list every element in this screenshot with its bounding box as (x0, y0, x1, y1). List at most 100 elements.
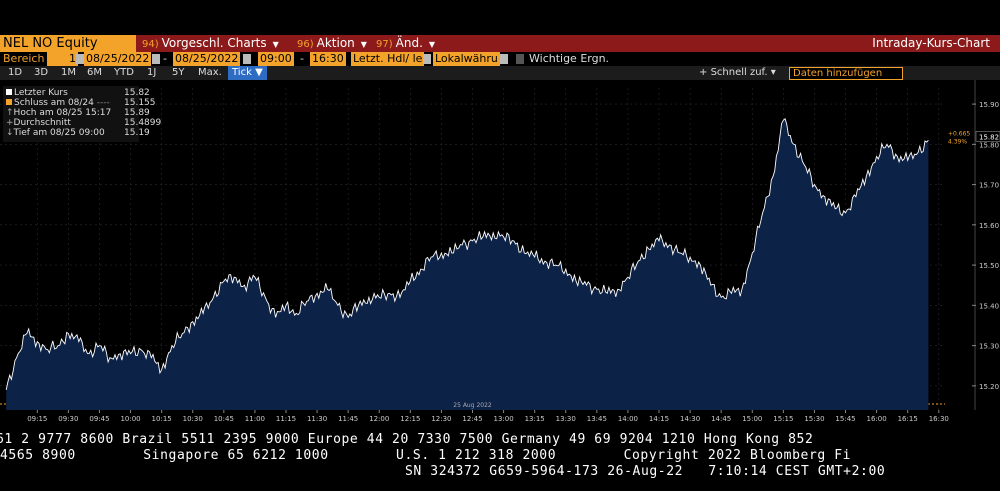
square-icon (6, 99, 12, 105)
y-tick-label: 15.50 (979, 262, 999, 270)
x-tick-label: 15:30 (804, 415, 824, 423)
legend-high: ↑Hoch am 08/25 15:17 15.89 (6, 108, 150, 118)
legend-close-value: 15.155 (124, 98, 156, 108)
quick-zoom-label: Schnell zuf. (710, 67, 768, 78)
price-line (5, 118, 929, 390)
legend-close-label: Schluss am 08/24 (14, 98, 94, 108)
dropdown-icon[interactable] (423, 52, 431, 66)
x-tick-label: 11:45 (338, 415, 358, 423)
x-tick-label: 10:15 (152, 415, 172, 423)
x-tick-label: 14:45 (711, 415, 731, 423)
x-tick-label: 10:45 (214, 415, 234, 423)
legend-high-label: Hoch am 08/25 15:17 (13, 108, 112, 118)
change-menu[interactable]: 97) Änd. ▼ (376, 35, 435, 52)
menu-number: 96) (297, 39, 314, 50)
y-tick-label: 15.20 (979, 383, 999, 391)
x-tick-label: 13:00 (493, 415, 513, 423)
period-3d[interactable]: 3D (34, 67, 49, 78)
legend-last-value: 15.82 (124, 88, 150, 98)
events-label: Wichtige Ergn. (529, 52, 610, 65)
x-tick-label: 09:45 (89, 415, 109, 423)
range-label: Bereich (3, 52, 45, 65)
legend-average-value: 15.4899 (124, 118, 162, 128)
x-tick-label: 15:15 (773, 415, 793, 423)
change-pct-label: 4.39% (948, 138, 967, 145)
x-tick-label: 12:15 (400, 415, 420, 423)
dropdown-icon[interactable] (500, 52, 508, 66)
y-axis: 15.20 15.30 15.40 15.50 15.60 15.70 15.80 15.90 (972, 80, 999, 410)
x-tick-label: 13:15 (525, 415, 545, 423)
calendar-icon[interactable] (76, 52, 84, 66)
price-type-select[interactable]: Letzt. Hdl/ le (351, 52, 425, 66)
time-dash: - (300, 52, 304, 65)
period-1d[interactable]: 1D (8, 67, 23, 78)
y-tick-label: 15.40 (979, 302, 999, 310)
date-to-field[interactable]: 08/25/2022 (173, 52, 241, 66)
y-tick-label: 15.60 (979, 222, 999, 230)
x-tick-label: 10:00 (120, 415, 140, 423)
events-checkbox[interactable] (516, 52, 524, 66)
calendar-icon[interactable] (243, 52, 251, 66)
tick-label: Tick (232, 67, 252, 78)
last-price-label: 15.82 (979, 133, 999, 141)
up-arrow-icon: ↑ (6, 108, 14, 118)
square-icon (6, 89, 12, 95)
x-tick-label: 10:30 (183, 415, 203, 423)
x-tick-label: 09:30 (58, 415, 78, 423)
legend-last-label: Letzter Kurs (14, 88, 68, 98)
range-dash: - (163, 52, 167, 65)
time-from-field[interactable]: 09:00 (258, 52, 294, 66)
plus-icon: + (6, 118, 14, 128)
legend-average: +Durchschnitt 15.4899 (6, 118, 161, 128)
quick-zoom-button[interactable]: + Schnell zuf. ▾ (699, 66, 776, 80)
footer-contacts-line2: 4565 8900 Singapore 65 6212 1000 U.S. 1 … (0, 448, 852, 463)
range-controls: Bereich 1 08/25/2022 - 08/25/2022 09:00 … (0, 52, 1000, 66)
x-tick-label: 14:15 (649, 415, 669, 423)
x-tick-label: 15:45 (835, 415, 855, 423)
action-menu[interactable]: 96) Aktion ▼ (297, 35, 367, 52)
legend-low-label: Tief am 08/25 09:00 (13, 128, 105, 138)
calendar-icon[interactable] (152, 52, 160, 66)
x-tick-label: 11:30 (307, 415, 327, 423)
period-ytd[interactable]: YTD (114, 67, 134, 78)
menu-label: Aktion (316, 36, 355, 50)
chart-legend: Letzter Kurs 15.82 Schluss am 08/24 ----… (3, 86, 161, 142)
period-max[interactable]: Max. (198, 67, 222, 78)
period-1m[interactable]: 1M (61, 67, 76, 78)
time-to-field[interactable]: 16:30 (310, 52, 346, 66)
tick-button[interactable]: Tick ▼ (228, 66, 267, 80)
price-chart: 15.20 15.30 15.40 15.50 15.60 15.70 15.80 15.90… (0, 80, 1000, 432)
date-from-field[interactable]: 08/25/2022 (84, 52, 152, 66)
footer-session-info: SN 324372 G659-5964-173 26-Aug-22 7:10:1… (405, 464, 886, 479)
currency-select[interactable]: Lokalwähru (433, 52, 500, 66)
down-arrow-icon: ↓ (6, 128, 14, 138)
period-5y[interactable]: 5Y (172, 67, 185, 78)
page-title: Intraday-Kurs-Chart (872, 36, 990, 50)
last-price-badge (975, 130, 1000, 142)
period-6m[interactable]: 6M (87, 67, 102, 78)
suggested-charts-menu[interactable]: 94) Vorgeschl. Charts ▼ (142, 35, 279, 52)
date-label: 25 Aug 2022 (453, 402, 492, 409)
ticker-label: NEL NO Equity (3, 36, 98, 51)
ticker-field[interactable]: NEL NO Equity (0, 35, 136, 52)
chevron-down-icon: ▼ (255, 67, 263, 78)
x-tick-label: 12:45 (462, 415, 482, 423)
x-tick-label: 14:00 (618, 415, 638, 423)
x-tick-label: 15:00 (742, 415, 762, 423)
menu-number: 94) (142, 39, 159, 50)
x-axis: 09:15 09:30 09:45 10:00 10:15 10:30 10:45 11:00… (27, 402, 949, 423)
legend-last: Letzter Kurs 15.82 (6, 88, 150, 98)
range-value-field[interactable]: 1 (47, 52, 78, 66)
y-tick-label: 15.80 (979, 141, 999, 149)
x-tick-label: 16:00 (867, 415, 887, 423)
footer-contacts-line1: 61 2 9777 8600 Brazil 5511 2395 9000 Eur… (0, 432, 814, 447)
y-tick-label: 15.70 (979, 182, 999, 190)
x-tick-label: 11:15 (276, 415, 296, 423)
period-1j[interactable]: 1J (147, 67, 157, 78)
x-tick-label: 14:30 (680, 415, 700, 423)
menu-label: Änd. (395, 36, 423, 50)
add-data-input[interactable]: Daten hinzufügen (789, 67, 903, 80)
chevron-down-icon: ▼ (360, 40, 367, 49)
legend-high-value: 15.89 (124, 108, 150, 118)
